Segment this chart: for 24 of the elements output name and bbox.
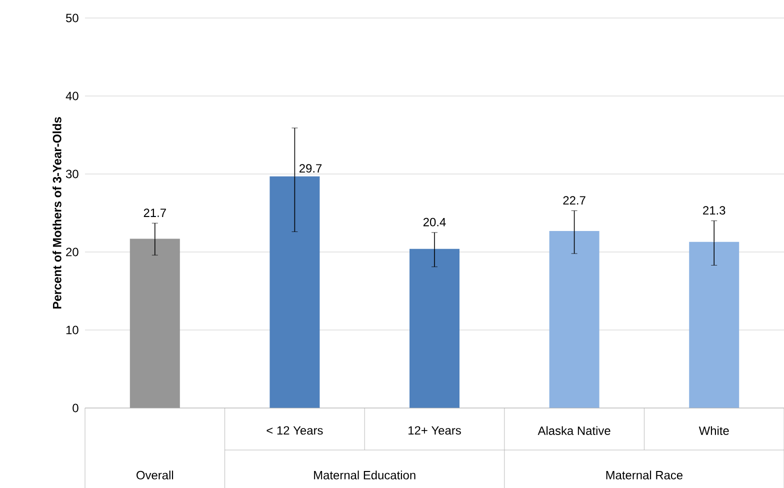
y-tick-label: 50 bbox=[66, 14, 78, 22]
data-label: 22.7 bbox=[563, 196, 586, 204]
bar bbox=[130, 238, 180, 408]
text: Maternal Education bbox=[314, 470, 416, 480]
x-tick-label: Alaska Native bbox=[538, 426, 610, 435]
bar bbox=[270, 176, 320, 408]
y-tick-label: 0 bbox=[72, 404, 78, 412]
y-tick-label: 20 bbox=[66, 248, 78, 256]
y-axis-title: Percent of Mothers of 3-Year-Olds bbox=[52, 117, 62, 309]
bar bbox=[410, 248, 460, 408]
text: Maternal Race bbox=[606, 470, 683, 480]
data-label: 21.3 bbox=[703, 206, 726, 215]
x-tick-label: < 12 Years bbox=[266, 426, 323, 435]
x-tick-label: White bbox=[698, 426, 729, 435]
y-tick-label: 40 bbox=[66, 92, 78, 100]
bar bbox=[549, 230, 600, 408]
bar bbox=[689, 242, 740, 408]
data-label: 29.7 bbox=[299, 164, 322, 173]
x-tick-label: 12+ Years bbox=[408, 426, 461, 435]
text: Overall bbox=[136, 470, 174, 480]
y-tick-label: 30 bbox=[66, 170, 78, 178]
data-label: 20.4 bbox=[423, 218, 446, 226]
data-label: 21.7 bbox=[144, 208, 166, 217]
y-tick-label: 10 bbox=[66, 326, 78, 334]
